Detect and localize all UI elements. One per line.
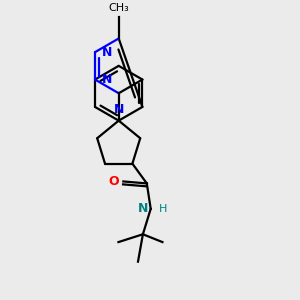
Text: N: N — [102, 46, 112, 59]
Text: H: H — [158, 204, 167, 214]
Text: N: N — [113, 103, 124, 116]
Text: O: O — [109, 175, 119, 188]
Text: N: N — [137, 202, 148, 215]
Text: CH₃: CH₃ — [108, 3, 129, 13]
Text: N: N — [102, 73, 112, 86]
